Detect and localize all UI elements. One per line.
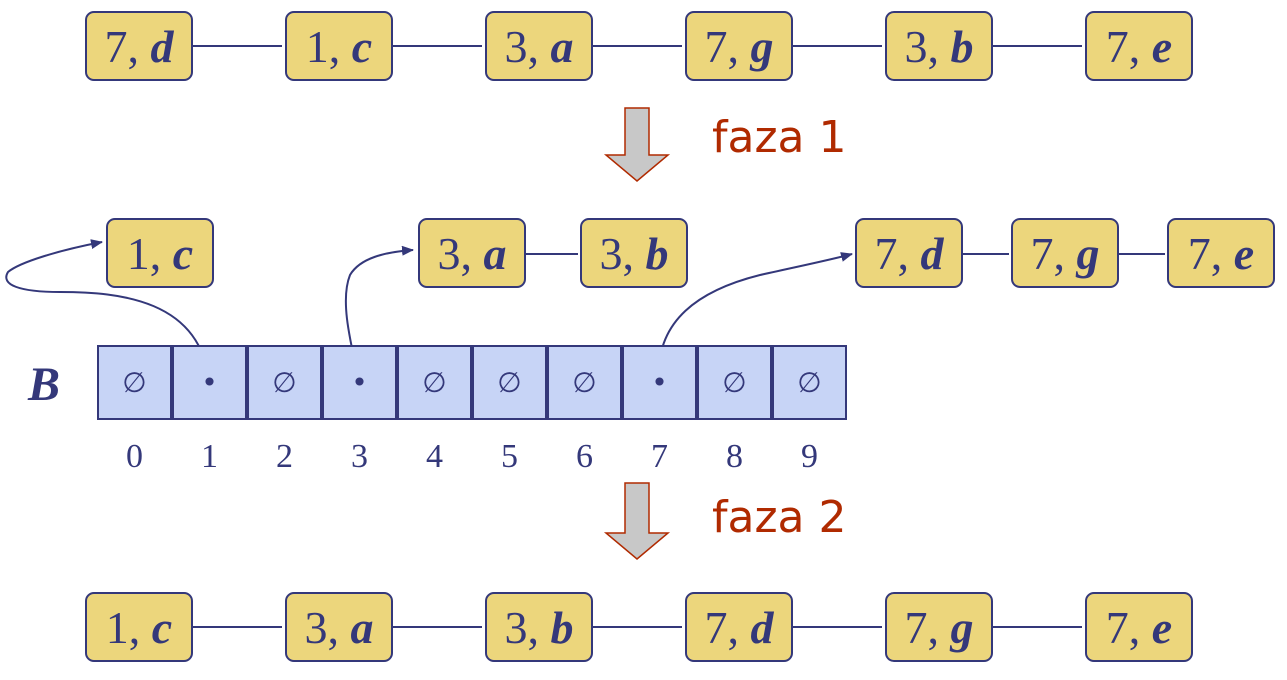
array-index: 8 (726, 438, 743, 475)
phase1-down-arrow (603, 107, 671, 182)
row1-node: 7, d (85, 11, 193, 81)
bucket1-node: 1, c (106, 218, 214, 288)
phase2-label: faza 2 (712, 492, 847, 543)
array-cell-0: ∅ (97, 345, 172, 420)
row1-node: 7, e (1085, 11, 1193, 81)
array-index: 5 (501, 438, 518, 475)
row1-node: 1, c (285, 11, 393, 81)
array-index: 0 (126, 438, 143, 475)
row1-node: 3, a (485, 11, 593, 81)
phase1-label: faza 1 (712, 112, 847, 163)
array-index: 3 (351, 438, 368, 475)
row3-node: 7, e (1085, 592, 1193, 662)
array-cell-2: ∅ (247, 345, 322, 420)
array-index: 7 (651, 438, 668, 475)
array-index: 2 (276, 438, 293, 475)
phase2-down-arrow (603, 482, 671, 560)
bucket7-node: 7, e (1167, 218, 1275, 288)
bucket3-node: 3, b (580, 218, 688, 288)
array-index: 9 (801, 438, 818, 475)
row3-node: 7, g (885, 592, 993, 662)
array-cell-4: ∅ (397, 345, 472, 420)
array-cell-3: • (322, 345, 397, 420)
array-cell-8: ∅ (697, 345, 772, 420)
row3-node: 3, a (285, 592, 393, 662)
array-cell-7: • (622, 345, 697, 420)
bucket7-node: 7, g (1011, 218, 1119, 288)
row3-node: 7, d (685, 592, 793, 662)
row1-node: 3, b (885, 11, 993, 81)
array-cell-5: ∅ (472, 345, 547, 420)
array-index: 4 (426, 438, 443, 475)
array-label: B (28, 358, 61, 411)
array-cell-9: ∅ (772, 345, 847, 420)
pointer-bucket-1 (5, 239, 210, 382)
array-index: 6 (576, 438, 593, 475)
row3-node: 3, b (485, 592, 593, 662)
array-cell-1: • (172, 345, 247, 420)
row3-node: 1, c (85, 592, 193, 662)
array-index: 1 (201, 438, 218, 475)
row1-node: 7, g (685, 11, 793, 81)
bucket7-node: 7, d (855, 218, 963, 288)
array-cell-6: ∅ (547, 345, 622, 420)
bucket3-node: 3, a (418, 218, 526, 288)
pointer-bucket-7 (657, 252, 853, 382)
